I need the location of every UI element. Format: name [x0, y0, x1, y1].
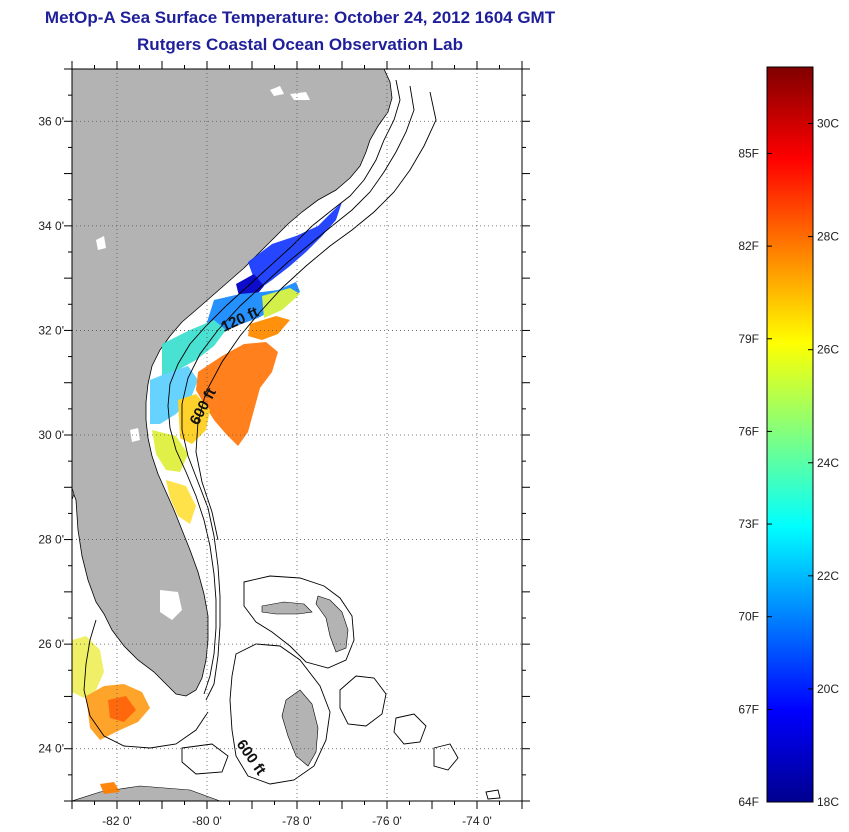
- lat-tick-label: 24 0': [38, 742, 64, 756]
- lon-tick-label: -82 0': [102, 814, 132, 828]
- colorbar-label-f: 64F: [738, 795, 759, 809]
- land-cuba: [72, 785, 221, 801]
- colorbar: 64F 67F 70F 73F 76F 79F 82F 85F 18C 20C 22C 24C 26C 2…: [738, 66, 839, 809]
- map-title: MetOp-A Sea Surface Temperature: October…: [44, 8, 556, 27]
- lon-tick-label: -74 0': [462, 814, 492, 828]
- lat-tick-label: 26 0': [38, 637, 64, 651]
- lat-tick-label: 34 0': [38, 219, 64, 233]
- lon-tick-label: -78 0': [282, 814, 312, 828]
- lat-tick-label: 28 0': [38, 533, 64, 547]
- map-grid: [72, 69, 522, 801]
- colorbar-label-f: 73F: [738, 517, 759, 531]
- inland-water: [96, 86, 310, 620]
- colorbar-label-c: 20C: [817, 682, 839, 696]
- land-bahamas-abaco: [315, 595, 349, 653]
- colorbar-label-c: 22C: [817, 569, 839, 583]
- bathymetry-contours: [83, 79, 501, 800]
- land-bahamas-grand: [261, 601, 313, 615]
- colorbar-label-f: 67F: [738, 702, 759, 716]
- map-subtitle: Rutgers Coastal Ocean Observation Lab: [137, 35, 463, 54]
- map-ticks: [64, 61, 530, 809]
- colorbar-label-c: 18C: [817, 795, 839, 809]
- colorbar-label-c: 28C: [817, 230, 839, 244]
- colorbar-label-f: 79F: [738, 332, 759, 346]
- contour-label-600ft-south: 600 ft: [233, 737, 269, 779]
- colorbar-label-f: 82F: [738, 239, 759, 253]
- colorbar-label-c: 30C: [817, 117, 839, 131]
- lat-tick-label: 30 0': [38, 428, 64, 442]
- colorbar-label-f: 85F: [738, 146, 759, 160]
- lon-tick-label: -76 0': [372, 814, 402, 828]
- lon-tick-label: -80 0': [192, 814, 222, 828]
- land-bahamas-andros: [281, 689, 319, 767]
- lat-tick-label: 36 0': [38, 114, 64, 128]
- lat-tick-label: 32 0': [38, 323, 64, 337]
- colorbar-label-c: 24C: [817, 456, 839, 470]
- colorbar-label-f: 70F: [738, 610, 759, 624]
- map-axis-labels: -82 0' -80 0' -78 0' -76 0' -74 0' 36 0' 34 0'…: [38, 114, 491, 828]
- colorbar-label-f: 76F: [738, 424, 759, 438]
- colorbar-label-c: 26C: [817, 343, 839, 357]
- colorbar-ticks: [767, 123, 813, 803]
- colorbar-gradient: [766, 66, 814, 803]
- colorbar-labels: 64F 67F 70F 73F 76F 79F 82F 85F 18C 20C 22C 24C 26C 2…: [738, 117, 839, 809]
